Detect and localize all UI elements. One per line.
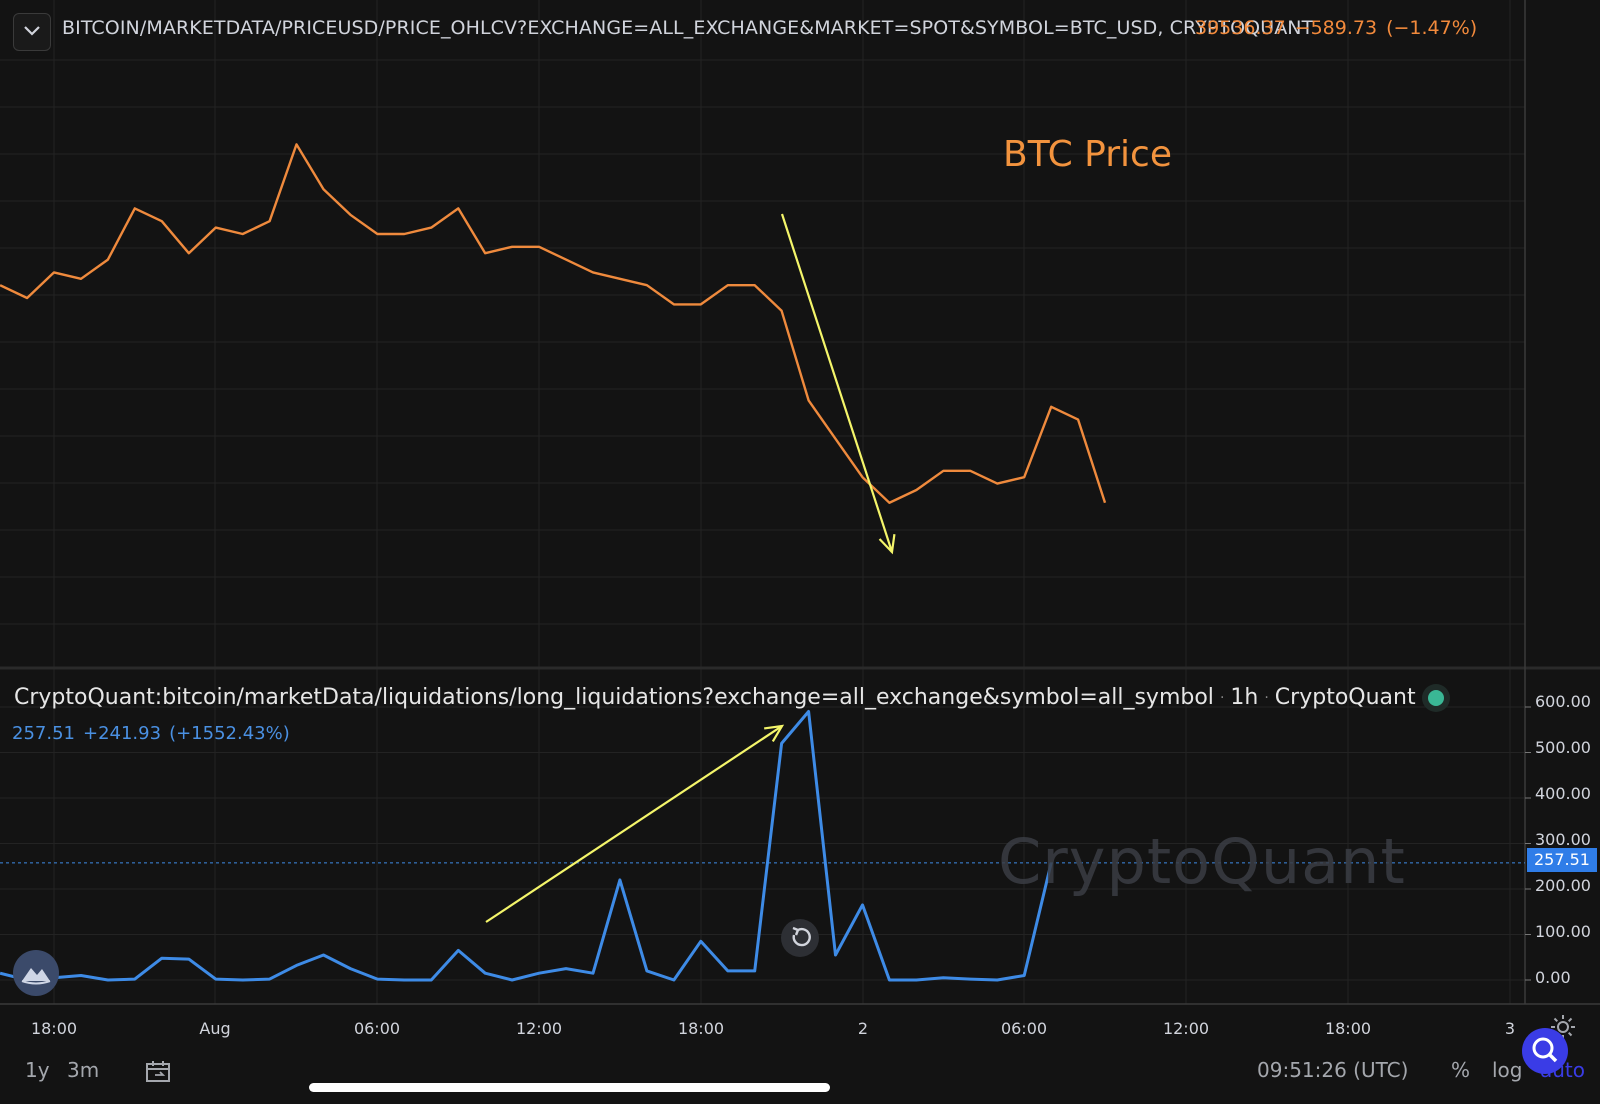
calendar-icon (146, 1061, 170, 1082)
x-tick: 06:00 (1000, 1019, 1048, 1038)
log-scale-button[interactable]: log (1492, 1058, 1523, 1082)
main-series-values: 39536.37 −589.73 (−1.47%) (1195, 17, 1486, 39)
btc-price-line (0, 143, 1107, 504)
x-tick: 18:00 (30, 1019, 78, 1038)
x-tick: 12:00 (1162, 1019, 1210, 1038)
separator-dot: · (1219, 690, 1225, 706)
search-button[interactable] (1522, 1028, 1568, 1074)
x-tick: 18:00 (1324, 1019, 1372, 1038)
main-last-value: 39536.37 (1195, 17, 1286, 39)
y-tick: 600.00 (1535, 692, 1591, 711)
y-tick: 500.00 (1535, 738, 1591, 757)
main-change-pct: (−1.47%) (1386, 17, 1478, 39)
main-series-title: BITCOIN/MARKETDATA/PRICEUSD/PRICE_OHLCV?… (62, 17, 1314, 39)
sub-last-value: 257.51 (12, 723, 75, 744)
percent-scale-button[interactable]: % (1451, 1058, 1471, 1082)
y-tick: 0.00 (1535, 968, 1571, 987)
x-tick: 12:00 (515, 1019, 563, 1038)
reset-icon (792, 926, 811, 947)
watermark: CryptoQuant (998, 825, 1406, 898)
range-3m-button[interactable]: 3m (67, 1058, 100, 1082)
long-liquidations-line (0, 710, 1053, 982)
sub-series-title: CryptoQuant:bitcoin/marketData/liquidati… (14, 685, 1416, 710)
down-arrow-annotation (780, 213, 894, 553)
y-tick: 400.00 (1535, 784, 1591, 803)
x-tick: 3 (1504, 1019, 1516, 1038)
current-value-tag: 257.51 (1527, 848, 1597, 872)
separator-dot: · (1264, 690, 1269, 706)
x-tick: 18:00 (677, 1019, 725, 1038)
main-change-value: −589.73 (1294, 17, 1378, 39)
mountain-icon (21, 968, 51, 985)
reset-chart-button[interactable] (781, 919, 819, 957)
cryptoquant-logo-icon[interactable] (13, 950, 59, 996)
sub-change-value: +241.93 (82, 723, 162, 744)
home-indicator (309, 1083, 830, 1092)
up-arrow-annotation-head (764, 724, 785, 743)
x-tick: Aug (199, 1019, 231, 1038)
y-tick: 200.00 (1535, 876, 1591, 895)
sub-series-interval: 1h (1230, 685, 1259, 710)
status-dot (1428, 690, 1444, 706)
date-range-icon[interactable] (145, 1060, 173, 1089)
down-arrow-annotation-head (878, 534, 896, 555)
chevron-down-icon (24, 26, 40, 36)
y-tick: 100.00 (1535, 922, 1591, 941)
sub-series-source: CryptoQuant (1274, 685, 1416, 710)
sub-series-name: CryptoQuant:bitcoin/marketData/liquidati… (14, 685, 1214, 710)
x-tick: 2 (857, 1019, 869, 1038)
range-1y-button[interactable]: 1y (25, 1058, 50, 1082)
sub-series-values: 257.51 +241.93 (+1552.43%) (12, 723, 298, 744)
btc-price-annotation: BTC Price (1003, 134, 1172, 175)
collapse-legend-button[interactable] (13, 13, 51, 51)
y-tick: 300.00 (1535, 830, 1591, 849)
search-icon (1532, 1037, 1558, 1063)
sub-change-pct: (+1552.43%) (169, 723, 290, 744)
up-arrow-annotation (485, 725, 783, 923)
x-tick: 06:00 (353, 1019, 401, 1038)
utc-clock[interactable]: 09:51:26 (UTC) (1257, 1058, 1409, 1082)
